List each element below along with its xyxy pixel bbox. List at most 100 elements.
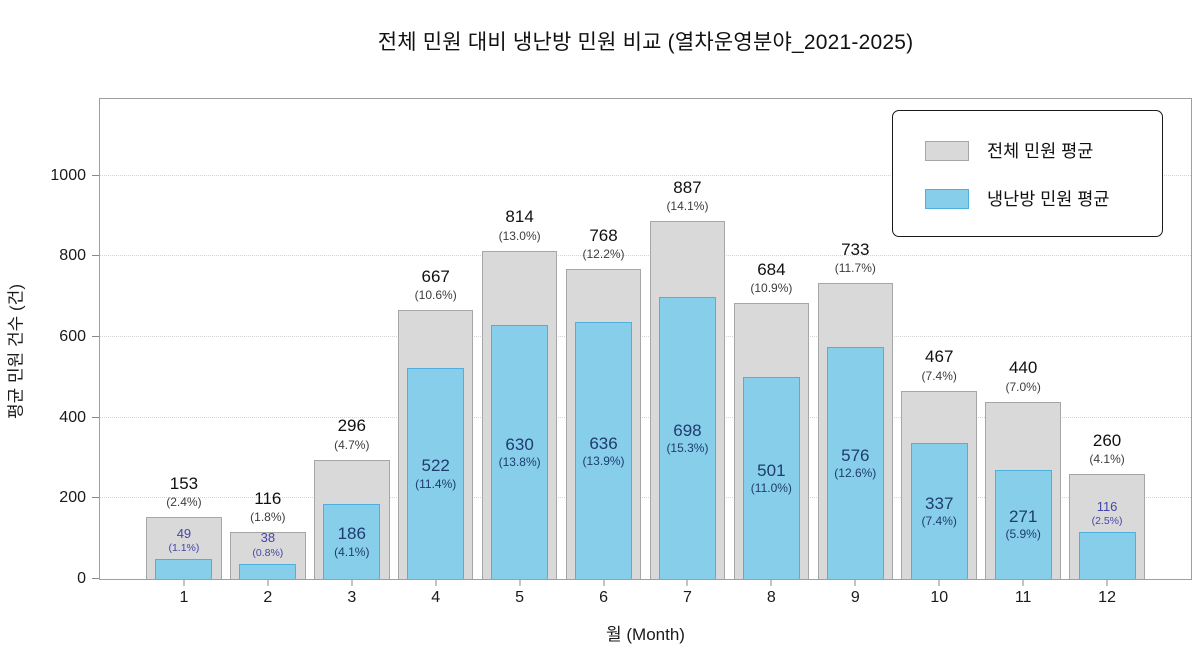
x-tick-label-1: 1 [179,589,189,606]
legend-row-hvac: 냉난방 민원 평균 [925,186,1138,211]
total-value-8: 684 [757,259,786,279]
hvac-value-4: 522 [421,456,450,476]
hvac-pct-10: (7.4%) [921,514,957,529]
x-tick-mark-10 [938,580,940,586]
hvac-pct-2: (0.8%) [252,546,284,559]
gridline-200 [100,497,1191,499]
x-tick-label-6: 6 [599,589,608,606]
hvac-bar-10 [910,443,968,579]
total-pct-1: (2.4%) [166,495,202,510]
total-bar-label-4: 667 (10.6%) [415,266,457,303]
hvac-bar-8 [742,376,800,579]
total-pct-2: (1.8%) [250,510,286,525]
hvac-value-11: 271 [1008,507,1038,527]
hvac-value-3: 186 [337,524,366,544]
total-bar-label-7: 887 (14.1%) [666,177,708,214]
x-tick-mark-2 [267,580,269,586]
hvac-value-1: 49 [176,525,192,541]
hvac-bar-9 [826,346,884,579]
gridline-1000 [100,174,1191,176]
total-pct-9: (11.7%) [834,261,876,276]
y-tick-mark-0 [92,578,99,579]
y-tick-label-0: 0 [77,570,86,587]
total-pct-3: (4.7%) [334,437,370,452]
hvac-bar-label-6: 636 (13.9%) [583,433,625,469]
x-tick-label-7: 7 [683,589,692,606]
total-bar-label-9: 733 (11.7%) [835,239,876,276]
total-value-2: 116 [254,488,282,508]
total-bar-label-10: 467 (7.4%) [922,346,957,383]
x-axis-title: 월 (Month) [606,625,685,644]
total-value-4: 667 [421,266,450,286]
hvac-bar-5 [491,324,549,579]
legend-hvac-label: 냉난방 민원 평균 [987,189,1110,209]
total-value-1: 153 [169,474,199,494]
hvac-bar-7 [658,297,716,579]
total-bar-label-8: 684 (10.9%) [750,259,792,296]
legend-total-swatch [925,140,969,161]
hvac-value-2: 38 [260,530,276,546]
total-pct-6: (12.2%) [582,247,625,262]
x-tick-mark-4 [435,580,437,586]
y-axis-title: 평균 민원 건수 (건) [2,217,27,419]
total-pct-12: (4.1%) [1089,452,1125,467]
hvac-bar-label-5: 630 (13.8%) [499,434,541,470]
x-tick-mark-8 [770,580,772,586]
hvac-pct-4: (11.4%) [415,476,457,491]
hvac-bar-label-2: 38 (0.8%) [252,530,283,559]
total-value-9: 733 [841,240,870,260]
hvac-bar-12 [1078,532,1136,579]
total-value-11: 440 [1008,358,1038,378]
legend-hvac-swatch [925,188,969,209]
total-bar-label-12: 260 (4.1%) [1089,430,1124,467]
y-tick-mark-200 [92,497,99,499]
x-tick-mark-6 [603,580,605,586]
y-tick-mark-600 [92,336,99,337]
hvac-value-10: 337 [925,493,954,513]
y-tick-label-1000: 1000 [50,166,86,184]
hvac-pct-5: (13.8%) [498,455,541,470]
hvac-bar-label-9: 576 (12.6%) [834,445,876,481]
x-tick-label-2: 2 [263,589,273,606]
x-tick-mark-9 [854,580,856,586]
x-tick-label-8: 8 [766,589,776,606]
hvac-value-12: 116 [1096,498,1118,514]
x-tick-label-5: 5 [515,589,525,606]
hvac-pct-1: (1.1%) [168,542,200,555]
hvac-pct-6: (13.9%) [582,453,625,468]
hvac-pct-7: (15.3%) [666,441,709,456]
x-tick-mark-5 [519,580,521,586]
total-value-5: 814 [505,207,534,227]
hvac-bar-label-1: 49 (1.1%) [168,526,199,555]
x-tick-label-12: 12 [1098,589,1116,606]
hvac-bar-label-10: 337 (7.4%) [922,493,957,529]
legend: 전체 민원 평균 냉난방 민원 평균 [892,110,1163,237]
hvac-pct-12: (2.5%) [1091,515,1123,528]
x-tick-label-9: 9 [850,589,860,606]
y-tick-label-400: 400 [59,408,86,426]
hvac-pct-11: (5.9%) [1005,527,1041,542]
hvac-bar-label-8: 501 (11.0%) [751,460,792,496]
x-tick-mark-11 [1022,580,1024,586]
total-pct-10: (7.4%) [921,368,957,383]
total-value-12: 260 [1092,430,1122,450]
hvac-value-9: 576 [841,445,870,465]
hvac-bar-6 [575,322,633,579]
hvac-value-7: 698 [673,421,702,441]
total-bar-label-3: 296 (4.7%) [334,415,369,452]
hvac-value-6: 636 [589,433,618,453]
total-bar-label-6: 768 (12.2%) [583,225,625,262]
total-bar-label-2: 116 (1.8%) [250,488,285,525]
hvac-bar-2 [239,563,297,579]
y-tick-mark-400 [92,416,99,418]
x-tick-mark-3 [351,580,353,586]
legend-total-label: 전체 민원 평균 [987,141,1094,161]
hvac-bar-label-11: 271 (5.9%) [1005,506,1040,542]
y-tick-label-200: 200 [59,489,86,507]
gridline-600 [100,336,1191,337]
hvac-pct-9: (12.6%) [834,465,877,480]
hvac-pct-3: (4.1%) [334,544,370,559]
hvac-bar-11 [994,469,1052,579]
y-tick-mark-1000 [92,174,99,176]
